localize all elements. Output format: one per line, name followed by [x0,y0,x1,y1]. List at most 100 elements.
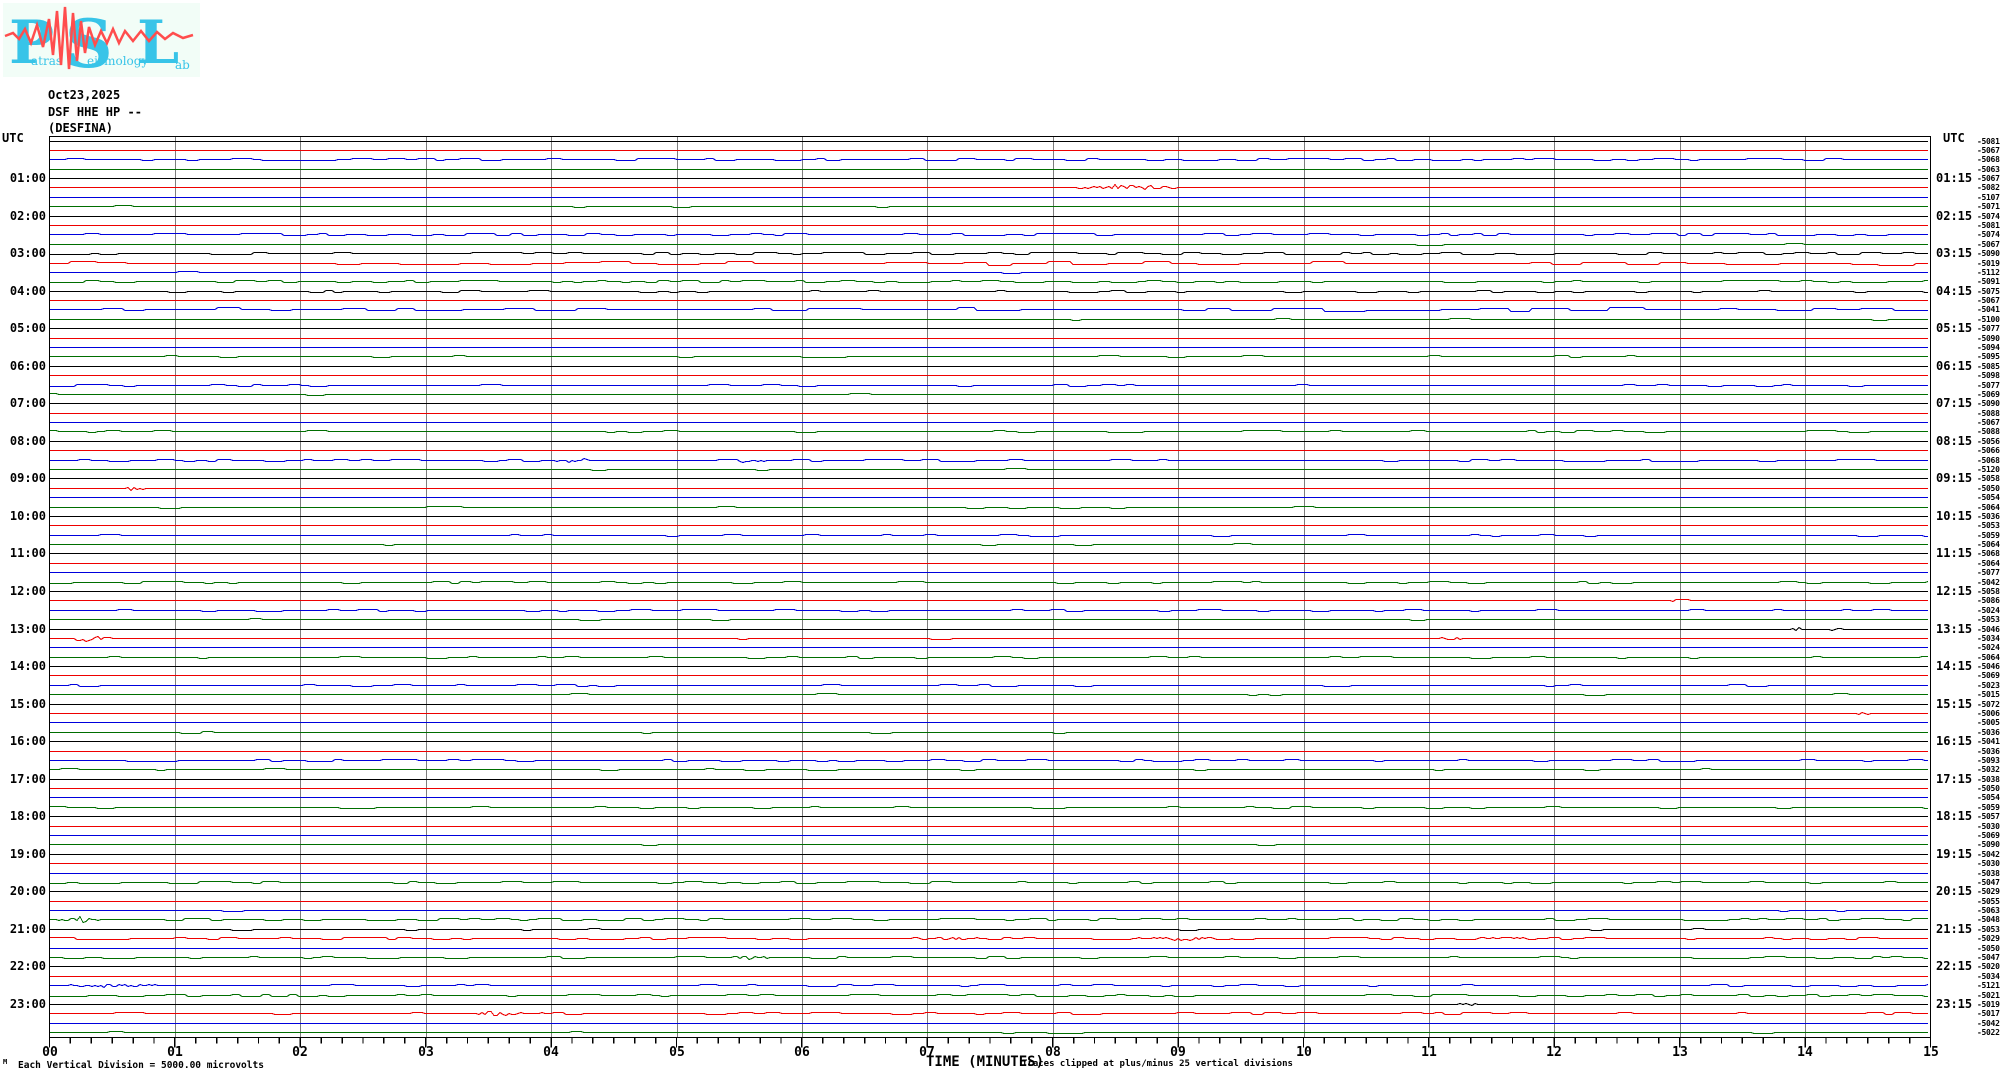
trace-offset-value: -5050 [1977,784,2000,793]
trace-h21-black [50,928,1928,931]
trace-offset-value: -5064 [1977,503,2000,512]
trace-offset-value: -5090 [1977,249,2000,258]
trace-offset-value: -5094 [1977,343,2000,352]
right-hour-label: 23:15 [1936,997,1973,1011]
trace-offset-value: -5054 [1977,793,2000,802]
trace-h20-blue [50,910,1928,912]
right-hour-label: 01:15 [1936,171,1973,185]
trace-offset-value: -5064 [1977,653,2000,662]
left-hour-label: 09:00 [9,471,46,485]
trace-h00-blue [50,158,1928,161]
logo-seismic-wave [4,6,194,70]
x-tick-label: 06 [794,1045,810,1060]
date-label: Oct23,2025 [48,88,121,102]
right-hour-label: 18:15 [1936,809,1973,823]
left-hour-label: 11:00 [9,546,46,560]
trace-offset-value: -5042 [1977,578,2000,587]
trace-h02-blue [50,233,1928,236]
trace-h13-black [50,626,1928,632]
trace-offset-value: -5112 [1977,268,2000,277]
trace-offset-value: -5077 [1977,568,2000,577]
left-hour-label: 12:00 [9,584,46,598]
trace-offset-value: -5038 [1977,869,2000,878]
trace-h06-green [50,393,1928,396]
x-tick-label: 01 [167,1045,183,1060]
logo-word-ab: ab [175,58,190,72]
trace-offset-value: -5059 [1977,531,2000,540]
trace-h04-blue [50,307,1928,312]
trace-h02-green [50,243,1928,246]
x-tick-label: 03 [418,1045,434,1060]
utc-label-right: UTC [1943,131,1965,145]
trace-offset-value: -5055 [1977,897,2000,906]
trace-offset-value: -5068 [1977,456,2000,465]
trace-offset-value: -5081 [1977,137,2000,146]
trace-offset-value: -5054 [1977,493,2000,502]
trace-offset-value: -5066 [1977,446,2000,455]
trace-offset-value: -5107 [1977,193,2000,202]
x-tick-label: 15 [1923,1045,1939,1060]
trace-h12-red [50,599,1928,603]
watermark-mark: M [3,1058,8,1066]
trace-offset-value: -5042 [1977,1019,2000,1028]
trace-offset-value: -5036 [1977,728,2000,737]
plot-border [49,136,1931,1038]
trace-offset-value: -5019 [1977,259,2000,268]
trace-offset-value: -5090 [1977,399,2000,408]
right-hour-label: 14:15 [1936,659,1973,673]
trace-offset-value: -5086 [1977,596,2000,605]
x-tick-label: 12 [1546,1045,1562,1060]
trace-h15-red [50,711,1928,716]
trace-offset-value: -5019 [1977,1000,2000,1009]
trace-offset-value: -5059 [1977,803,2000,812]
trace-offset-value: -5072 [1977,700,2000,709]
trace-offset-value: -5069 [1977,671,2000,680]
logo-background [3,3,200,77]
trace-h12-blue [50,609,1928,612]
right-hour-label: 03:15 [1936,246,1973,260]
left-hour-label: 14:00 [9,659,46,673]
trace-h19-green [50,881,1928,884]
trace-offset-value: -5077 [1977,381,2000,390]
trace-h06-blue [50,384,1928,387]
trace-offset-value: -5050 [1977,484,2000,493]
trace-offset-value: -5047 [1977,953,2000,962]
trace-h14-blue [50,684,1928,687]
trace-offset-value: -5036 [1977,747,2000,756]
left-hour-label: 13:00 [9,622,46,636]
x-tick-label: 13 [1672,1045,1688,1060]
trace-offset-value: -5120 [1977,465,2000,474]
trace-h21-red [50,936,1928,942]
trace-offset-value: -5038 [1977,775,2000,784]
trace-offset-value: -5053 [1977,925,2000,934]
trace-offset-value: -5093 [1977,756,2000,765]
left-hour-label: 21:00 [9,922,46,936]
left-hour-label: 01:00 [9,171,46,185]
station-name-label: (DESFINA) [48,121,114,135]
x-tick-label: 00 [42,1045,58,1060]
trace-offset-value: -5077 [1977,324,2000,333]
trace-offset-value: -5053 [1977,521,2000,530]
trace-offset-value: -5068 [1977,155,2000,164]
right-hour-label: 13:15 [1936,622,1973,636]
trace-offset-value: -5081 [1977,221,2000,230]
trace-offset-value: -5098 [1977,371,2000,380]
right-hour-label: 11:15 [1936,546,1973,560]
trace-offset-value: -5067 [1977,146,2000,155]
trace-offset-value: -5022 [1977,1028,2000,1037]
trace-offset-value: -5041 [1977,305,2000,314]
psl-logo: P S L atras eismology ab [3,3,200,77]
trace-offset-value: -5005 [1977,718,2000,727]
trace-offset-value: -5069 [1977,831,2000,840]
trace-h23-red [50,1011,1928,1017]
right-hour-label: 17:15 [1936,772,1973,786]
trace-h12-green [50,618,1928,621]
trace-h04-green [50,318,1928,321]
trace-offset-value: -5036 [1977,512,2000,521]
trace-h20-green [50,915,1928,924]
logo-word-eismology: eismology [87,54,148,68]
trace-offset-value: -5032 [1977,765,2000,774]
trace-offset-value: -5015 [1977,690,2000,699]
trace-offset-value: -5088 [1977,409,2000,418]
